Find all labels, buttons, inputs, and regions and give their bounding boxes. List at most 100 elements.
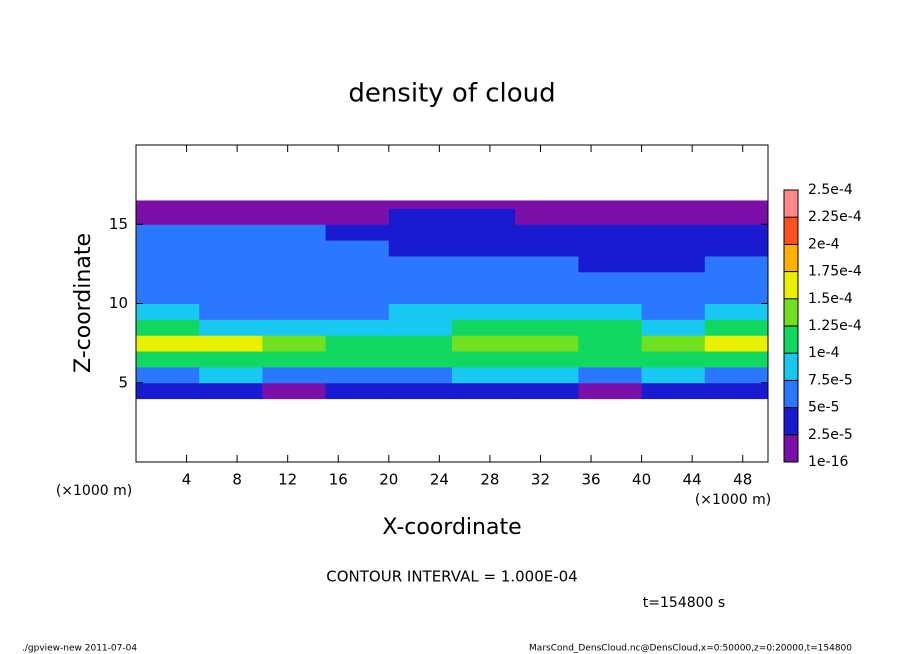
- colorbar-label: 2.5e-5: [808, 427, 853, 443]
- heat-cell: [388, 200, 453, 209]
- heat-cell: [136, 240, 200, 257]
- heat-cell: [262, 366, 327, 384]
- heat-cell: [388, 224, 453, 241]
- time-label: t=154800 s: [643, 595, 725, 611]
- x-tick-label: 36: [581, 471, 600, 489]
- heat-cell: [199, 351, 263, 368]
- heat-cell: [452, 303, 516, 320]
- colorbar-band: [784, 271, 798, 299]
- colorbar-label: 2.5e-4: [808, 182, 853, 198]
- colorbar-label: 1e-16: [808, 454, 848, 470]
- heat-cell: [641, 287, 706, 304]
- heat-cell: [704, 271, 769, 289]
- heat-cell: [578, 287, 643, 304]
- heat-cell: [452, 335, 516, 352]
- heat-cell: [641, 255, 706, 273]
- heat-cell: [325, 240, 390, 257]
- heat-cell: [262, 200, 327, 209]
- heat-cell: [704, 335, 769, 352]
- heat-cell: [136, 335, 200, 352]
- heat-cell: [136, 255, 200, 273]
- heat-cell: [641, 351, 706, 368]
- heat-cell: [325, 255, 390, 273]
- heat-cell: [515, 240, 579, 257]
- x-tick-label: 28: [480, 471, 499, 489]
- heat-cell: [578, 303, 643, 320]
- heat-cell: [704, 224, 769, 241]
- heat-cell: [515, 271, 579, 289]
- heat-cell: [136, 319, 200, 336]
- heat-cell: [578, 240, 643, 257]
- heat-cell: [578, 255, 643, 273]
- heat-cell: [199, 366, 263, 384]
- heat-cell: [641, 303, 706, 320]
- heat-cell: [136, 208, 200, 225]
- colorbar-band: [784, 407, 798, 435]
- x-tick-label: 44: [683, 471, 702, 489]
- heat-cell: [704, 366, 769, 384]
- heat-cell: [325, 366, 390, 384]
- heat-cell: [515, 255, 579, 273]
- footer-left: ./gpview-new 2011-07-04: [22, 644, 137, 654]
- heat-cell: [704, 240, 769, 257]
- heat-cell: [704, 200, 769, 209]
- colorbar-label: 1e-4: [808, 345, 840, 361]
- heat-cell: [641, 224, 706, 241]
- x-tick-label: 48: [733, 471, 752, 489]
- heat-cell: [388, 271, 453, 289]
- y-tick-label: 5: [118, 373, 128, 391]
- colorbar-label: 5e-5: [808, 400, 839, 416]
- heat-cell: [388, 208, 453, 225]
- heat-cell: [452, 200, 516, 209]
- heat-cell: [704, 255, 769, 273]
- x-unit-label: (×1000 m): [695, 492, 771, 508]
- heat-cell: [262, 382, 327, 400]
- heat-cell: [452, 382, 516, 400]
- heat-cell: [262, 319, 327, 336]
- heat-cell: [325, 335, 390, 352]
- colorbar-band: [784, 298, 798, 326]
- footer-right: MarsCond_DensCloud.nc@DensCloud,x=0:5000…: [529, 644, 852, 654]
- heat-cell: [325, 200, 390, 209]
- heat-cell: [452, 208, 516, 225]
- heat-cell: [641, 208, 706, 225]
- heat-cell: [578, 351, 643, 368]
- heat-cell: [262, 240, 327, 257]
- heat-cell: [325, 351, 390, 368]
- x-tick-label: 4: [182, 471, 192, 489]
- heat-cell: [388, 319, 453, 336]
- heat-cell: [136, 366, 200, 384]
- x-tick-label: 12: [278, 471, 297, 489]
- heat-cell: [325, 208, 390, 225]
- heat-cell: [136, 382, 200, 400]
- colorbar-label: 1.75e-4: [808, 264, 862, 280]
- heat-cell: [136, 287, 200, 304]
- heat-cell: [704, 303, 769, 320]
- heat-cell: [388, 366, 453, 384]
- heat-cell: [452, 287, 516, 304]
- heat-cell: [325, 303, 390, 320]
- heat-cell: [578, 335, 643, 352]
- heat-cell: [325, 224, 390, 241]
- heat-cell: [704, 319, 769, 336]
- heat-cell: [704, 351, 769, 368]
- colorbar-label: 2.25e-4: [808, 209, 862, 225]
- x-tick-label: 8: [232, 471, 242, 489]
- heat-cell: [704, 208, 769, 225]
- chart-title: density of cloud: [348, 79, 555, 109]
- heat-cell: [641, 335, 706, 352]
- heat-cell: [388, 255, 453, 273]
- heat-cell: [136, 224, 200, 241]
- colorbar-label: 7.5e-5: [808, 372, 853, 388]
- heat-cell: [452, 319, 516, 336]
- y-axis-title: Z-coordinate: [71, 233, 96, 373]
- heat-cell: [515, 366, 579, 384]
- heat-cell: [199, 382, 263, 400]
- heat-cell: [578, 319, 643, 336]
- heat-cell: [515, 208, 579, 225]
- heat-cell: [199, 335, 263, 352]
- colorbar-band: [784, 434, 798, 462]
- heat-cell: [641, 271, 706, 289]
- heat-cell: [199, 287, 263, 304]
